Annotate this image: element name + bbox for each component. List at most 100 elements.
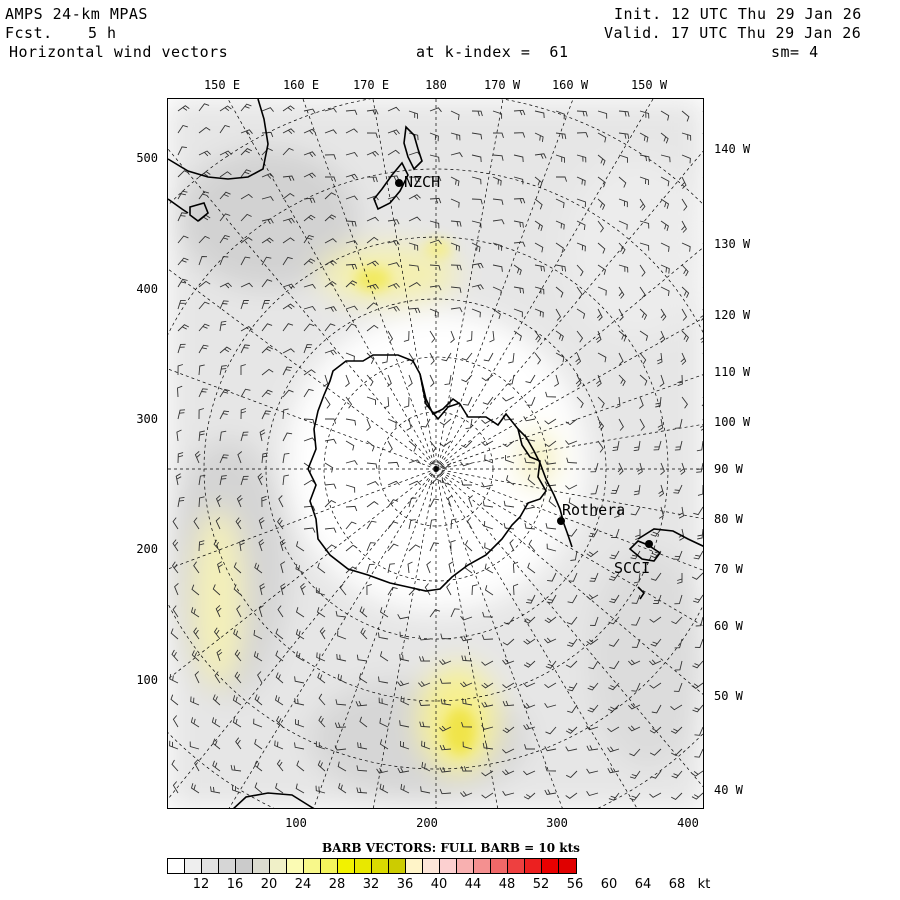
wind-barb [324, 418, 337, 424]
wind-barb [681, 220, 687, 233]
wind-barb [429, 330, 436, 343]
wind-barb [697, 528, 703, 540]
wind-barb [630, 506, 641, 516]
wind-barb [694, 748, 703, 758]
wind-barb [631, 638, 641, 648]
wind-barb [526, 396, 536, 406]
legend-swatch [270, 859, 287, 873]
wind-barb [177, 235, 189, 244]
wind-barb [177, 385, 183, 398]
legend-swatch [287, 859, 304, 873]
wind-barb [429, 264, 441, 271]
wind-barb [316, 652, 326, 662]
wind-barb [555, 198, 565, 208]
wind-barb [492, 198, 504, 205]
station-rothera-marker [557, 517, 565, 525]
wind-barb [282, 237, 295, 244]
wind-barb [629, 792, 641, 801]
wind-barb [408, 282, 421, 288]
wind-barbs [169, 103, 703, 801]
wind-barb [219, 256, 229, 266]
wind-barb [317, 562, 326, 574]
wind-barb [466, 330, 473, 342]
lon-label-160e: 160 E [282, 78, 320, 92]
wind-barb [276, 759, 284, 772]
map-panel: NZCH Rothera SCCI [167, 98, 704, 809]
wind-barb [618, 220, 628, 230]
wind-barb [177, 409, 186, 420]
wind-barb [660, 462, 665, 475]
wind-barb [324, 259, 337, 266]
wind-barb [618, 110, 630, 117]
wind-barb [555, 176, 568, 182]
wind-barb [481, 440, 494, 446]
valid-time: Valid. 17 UTC Thu 29 Jan 26 [604, 24, 862, 42]
wind-barb [702, 353, 703, 354]
wind-barb [345, 374, 350, 387]
wind-barb [502, 658, 515, 665]
wind-barb [471, 198, 483, 205]
wind-barb [597, 352, 607, 363]
wind-barb [295, 607, 305, 618]
wind-barb [523, 703, 536, 709]
wind-barb [407, 561, 413, 574]
south-america-coastline [637, 528, 703, 547]
wind-barb [702, 199, 703, 200]
legend-swatch [355, 859, 372, 873]
wind-barb [261, 389, 273, 398]
wind-barb [481, 770, 494, 777]
lon-label-80w: 80 W [714, 512, 743, 526]
station-nzch-marker [395, 179, 403, 187]
wind-barb [650, 528, 662, 537]
wind-barb [345, 566, 358, 574]
wind-barb [545, 660, 557, 669]
wind-barb [378, 676, 389, 684]
wind-barb [609, 550, 620, 560]
wind-barb [660, 220, 669, 232]
wind-barb [366, 374, 374, 387]
legend-swatch [457, 859, 474, 873]
wind-barb [610, 484, 620, 494]
wind-barb [608, 616, 620, 625]
wind-barb [177, 146, 187, 156]
wind-barb [608, 682, 620, 691]
wind-barb [586, 725, 599, 731]
wind-barb [450, 242, 460, 252]
wind-barb [544, 702, 557, 708]
wind-barb [282, 348, 295, 354]
wind-barb [177, 496, 185, 508]
wind-barb [660, 242, 670, 252]
wind-barb [303, 369, 316, 376]
y-tick-500: 500 [136, 151, 158, 165]
level-index: at k-index = 61 [416, 43, 569, 61]
legend-swatch [491, 859, 508, 873]
station-label-scci: SCCI [614, 559, 651, 577]
wind-barb [282, 452, 290, 464]
wind-barb [190, 607, 200, 618]
wind-barb [607, 746, 620, 753]
wind-barb [700, 419, 703, 431]
wind-barb [545, 391, 557, 398]
wind-barb [681, 286, 690, 298]
wind-barb [450, 264, 462, 271]
wind-barb [345, 173, 358, 180]
wind-barb [566, 616, 578, 625]
wind-barb [219, 454, 229, 464]
wind-barb [366, 176, 378, 183]
wind-barb [576, 198, 586, 208]
wind-barb [681, 242, 691, 252]
wind-barb [523, 770, 536, 776]
wind-barb [461, 480, 472, 486]
wind-barb [576, 396, 584, 409]
y-tick-400: 400 [136, 282, 158, 296]
wind-barb [460, 681, 473, 688]
wind-barb [429, 478, 442, 486]
wind-barb [696, 462, 703, 473]
wind-barb [660, 198, 670, 209]
legend-swatch [389, 859, 406, 873]
wind-barb [460, 461, 473, 467]
wind-barb [660, 176, 670, 187]
wind-barb [702, 177, 703, 178]
wind-barb [471, 584, 478, 596]
wind-barb [177, 170, 190, 178]
